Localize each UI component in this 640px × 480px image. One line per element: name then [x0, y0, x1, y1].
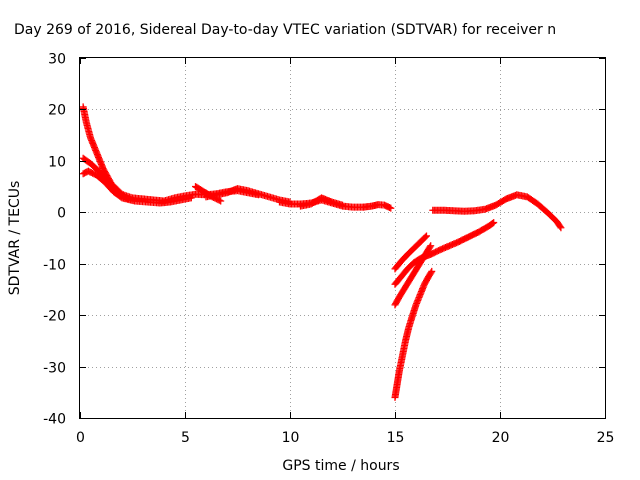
- x-axis-label: GPS time / hours: [282, 458, 399, 474]
- data-point: [423, 232, 430, 240]
- data-point: [217, 197, 225, 205]
- grid-layer: [80, 58, 605, 418]
- chart-title: Day 269 of 2016, Sidereal Day-to-day VTE…: [14, 22, 556, 38]
- series-arc-early-mid: [79, 154, 132, 203]
- series-arc-midday-3: [360, 201, 395, 212]
- data-point: [387, 204, 395, 212]
- y-axis-label: SDTVAR / TECUs: [7, 181, 23, 296]
- y-tick-label: -30: [43, 361, 66, 377]
- series-arc-drop-b: [391, 232, 430, 273]
- y-tick-label: 10: [48, 155, 66, 171]
- data-point: [339, 201, 346, 209]
- y-axis: -40 -30 -20 -10 0 10 20 30: [43, 52, 605, 428]
- x-tick-label: 20: [492, 430, 510, 446]
- y-tick-label: -40: [43, 412, 66, 428]
- x-tick-label: 25: [597, 430, 615, 446]
- x-tick-label: 15: [387, 430, 405, 446]
- series-arc-midday-2: [297, 194, 346, 210]
- series-arc-morning-3: [202, 185, 294, 206]
- data-point: [426, 243, 434, 251]
- x-tick-label: 10: [282, 430, 300, 446]
- data-point: [421, 233, 429, 241]
- data-point: [427, 269, 435, 277]
- y-tick-label: 30: [48, 52, 66, 68]
- data-point: [427, 242, 435, 250]
- series-arc-early-decay: [79, 103, 168, 205]
- data-point: [124, 195, 132, 203]
- data-point: [215, 196, 223, 204]
- data-point: [489, 219, 497, 227]
- y-tick-label: 0: [57, 206, 66, 222]
- y-tick-label: -10: [43, 258, 66, 274]
- data-point: [490, 219, 498, 227]
- data-point: [428, 267, 436, 275]
- x-tick-label: 0: [76, 430, 85, 446]
- y-tick-label: 20: [48, 103, 66, 119]
- series-arc-deep: [391, 267, 436, 401]
- x-axis: 0 5 10 15 20 25: [76, 58, 614, 446]
- data-point: [557, 224, 565, 232]
- series-arc-evening: [429, 191, 565, 232]
- data-point: [556, 222, 564, 230]
- y-tick-label: -20: [43, 309, 66, 325]
- data-marks: [79, 103, 565, 401]
- plot-frame: [79, 57, 606, 419]
- x-tick-label: 5: [181, 430, 190, 446]
- data-point: [123, 194, 131, 202]
- series-arc-drop-c: [391, 242, 435, 309]
